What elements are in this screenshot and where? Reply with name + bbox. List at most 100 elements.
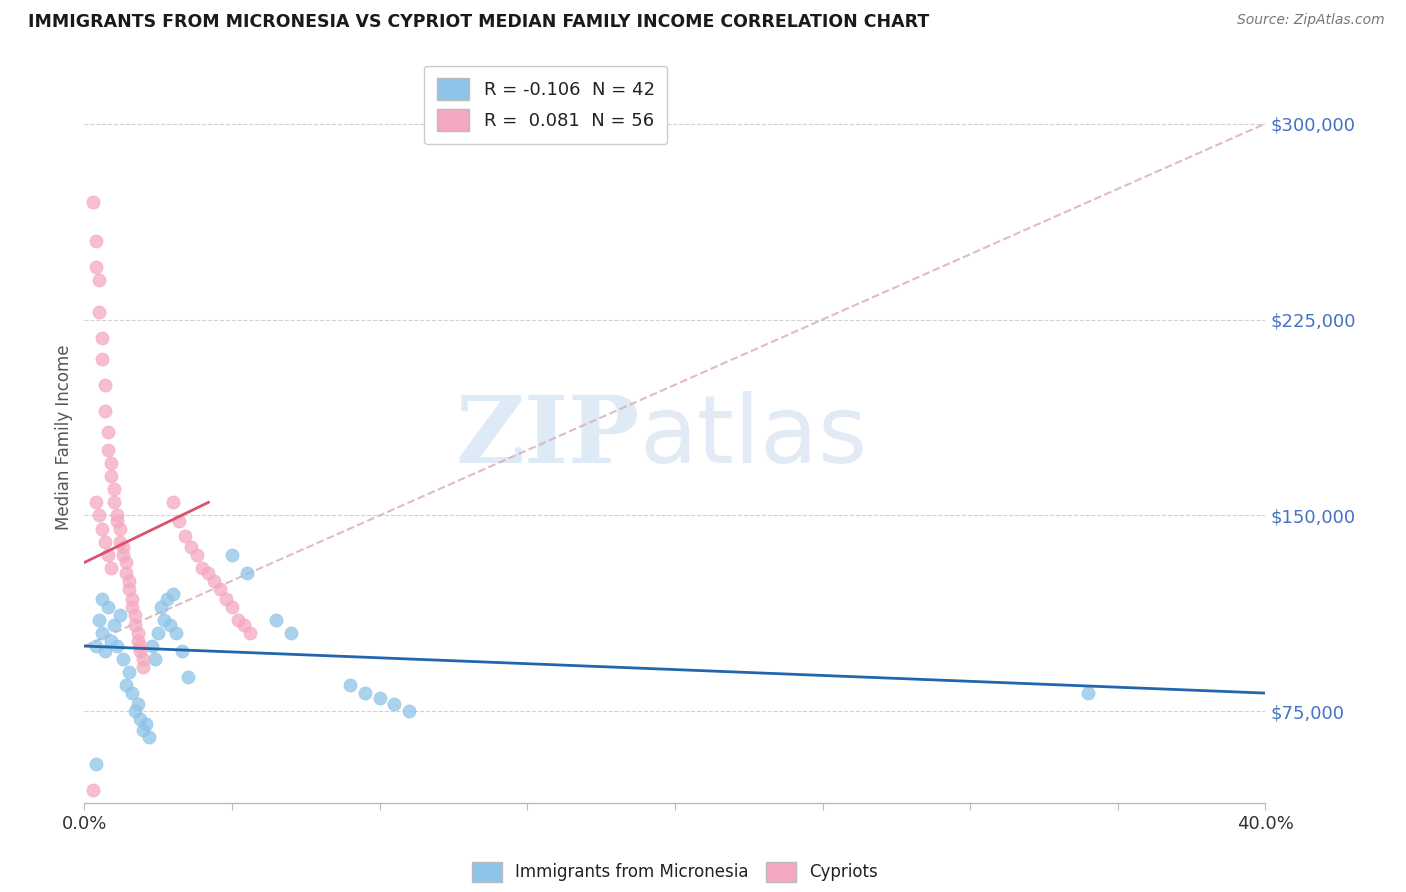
Point (121, 599, 143, 614)
Point (173, 529, 195, 543)
Point (280, 626, 302, 640)
Text: atlas: atlas (640, 391, 868, 483)
Point (165, 626, 187, 640)
Point (368, 691, 391, 706)
Point (197, 566, 219, 580)
Point (114, 566, 136, 580)
Point (84, 495, 107, 509)
Point (84, 234, 107, 248)
Text: ZIP: ZIP (456, 392, 640, 482)
Point (82, 782, 104, 797)
Point (87, 304, 111, 318)
Point (221, 548, 243, 562)
Point (215, 592, 238, 607)
Point (124, 705, 146, 719)
Point (121, 686, 143, 700)
Point (266, 613, 288, 627)
Point (94, 534, 117, 549)
Point (94, 377, 117, 392)
Point (97, 425, 120, 439)
Point (100, 469, 122, 483)
Point (124, 618, 146, 632)
Point (127, 633, 149, 648)
Legend: Immigrants from Micronesia, Cypriots: Immigrants from Micronesia, Cypriots (465, 855, 884, 888)
Point (202, 574, 225, 588)
Point (156, 592, 179, 607)
Point (100, 456, 122, 470)
Text: IMMIGRANTS FROM MICRONESIA VS CYPRIOT MEDIAN FAMILY INCOME CORRELATION CHART: IMMIGRANTS FROM MICRONESIA VS CYPRIOT ME… (28, 13, 929, 31)
Point (111, 548, 134, 562)
Point (121, 592, 143, 607)
Point (105, 514, 128, 528)
Point (87, 273, 111, 287)
Point (108, 521, 131, 535)
Point (103, 495, 125, 509)
Point (111, 540, 134, 554)
Point (108, 607, 131, 622)
Y-axis label: Median Family Income: Median Family Income (55, 344, 73, 530)
Point (339, 678, 361, 692)
Point (239, 626, 262, 640)
Point (148, 626, 170, 640)
Point (118, 665, 141, 680)
Text: Source: ZipAtlas.com: Source: ZipAtlas.com (1237, 13, 1385, 28)
Point (91, 331, 114, 345)
Point (1077, 686, 1099, 700)
Point (236, 566, 259, 580)
Point (94, 404, 117, 418)
Point (132, 660, 155, 674)
Point (97, 548, 120, 562)
Point (143, 652, 166, 666)
Point (87, 613, 111, 627)
Point (354, 686, 377, 700)
Point (105, 508, 128, 523)
Point (91, 521, 114, 535)
Point (124, 607, 146, 622)
Point (118, 582, 141, 596)
Point (84, 260, 107, 275)
Point (105, 639, 128, 653)
Point (162, 495, 184, 509)
Point (84, 639, 107, 653)
Point (226, 613, 249, 627)
Point (170, 644, 193, 658)
Point (232, 618, 254, 632)
Point (180, 540, 202, 554)
Point (97, 443, 120, 458)
Point (94, 644, 117, 658)
Point (191, 560, 214, 574)
Point (103, 618, 125, 632)
Point (167, 514, 190, 528)
Point (127, 697, 149, 711)
Point (129, 644, 152, 658)
Point (97, 599, 120, 614)
Point (118, 574, 141, 588)
Point (91, 351, 114, 366)
Point (162, 587, 184, 601)
Point (177, 670, 200, 684)
Point (129, 712, 152, 726)
Point (221, 599, 243, 614)
Point (84, 756, 107, 771)
Point (127, 626, 149, 640)
Point (129, 639, 152, 653)
Point (209, 582, 232, 596)
Point (138, 731, 160, 745)
Point (111, 652, 134, 666)
Point (87, 508, 111, 523)
Point (103, 483, 125, 497)
Point (108, 534, 131, 549)
Point (153, 613, 176, 627)
Point (132, 652, 155, 666)
Point (132, 723, 155, 737)
Point (91, 592, 114, 607)
Point (159, 618, 181, 632)
Point (100, 633, 122, 648)
Point (82, 194, 104, 209)
Point (141, 639, 163, 653)
Point (91, 626, 114, 640)
Point (114, 678, 136, 692)
Point (382, 697, 406, 711)
Point (114, 556, 136, 570)
Point (398, 705, 420, 719)
